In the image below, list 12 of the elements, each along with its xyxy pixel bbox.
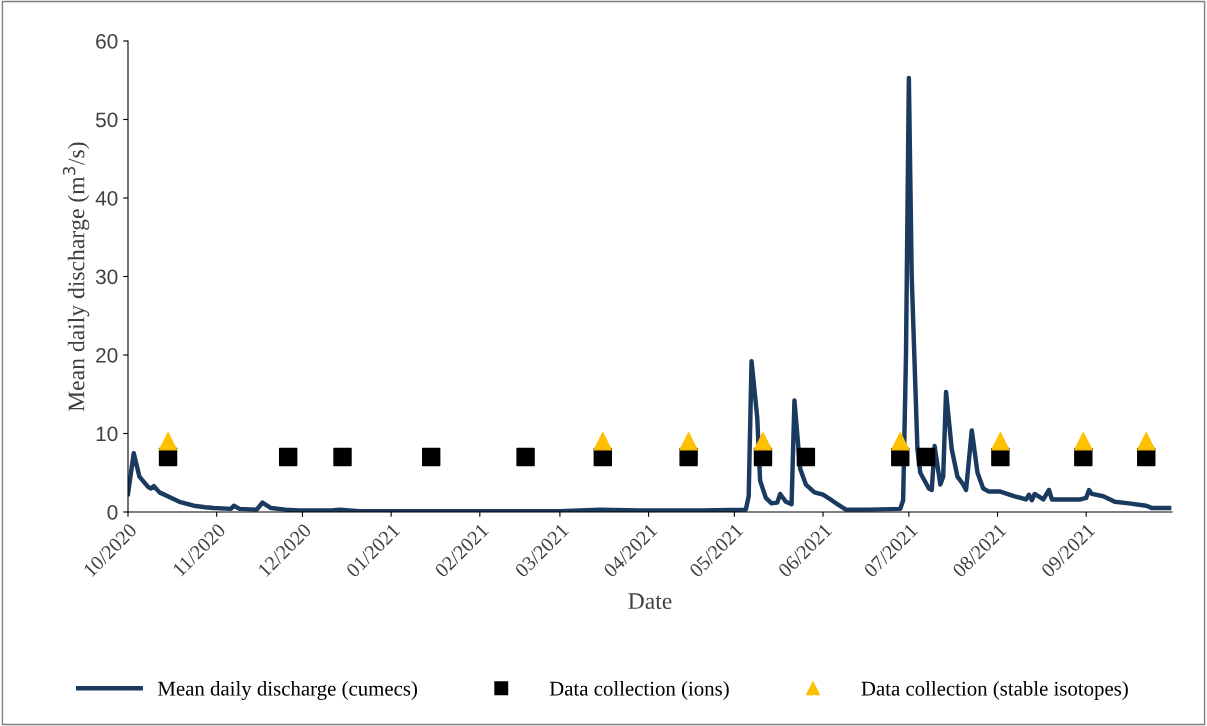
y-tick-label: 60	[96, 34, 118, 49]
y-tick-label: 20	[96, 348, 118, 363]
x-axis-title: Date	[628, 593, 672, 610]
y-axis-title: Mean daily discharge (m$^{3}$/s)	[62, 142, 90, 412]
legend-label: Data collection (stable isotopes)	[861, 681, 1128, 700]
y-tick-label: 0	[107, 505, 118, 520]
legend-label: Data collection (ions)	[549, 681, 729, 700]
y-tick-label: 40	[95, 191, 118, 206]
y-tick-label: 50	[95, 112, 118, 128]
y-tick-label: 30	[95, 269, 118, 285]
legend-label: Mean daily discharge (cumecs)	[157, 681, 417, 700]
y-tick-label: 10	[96, 426, 118, 442]
